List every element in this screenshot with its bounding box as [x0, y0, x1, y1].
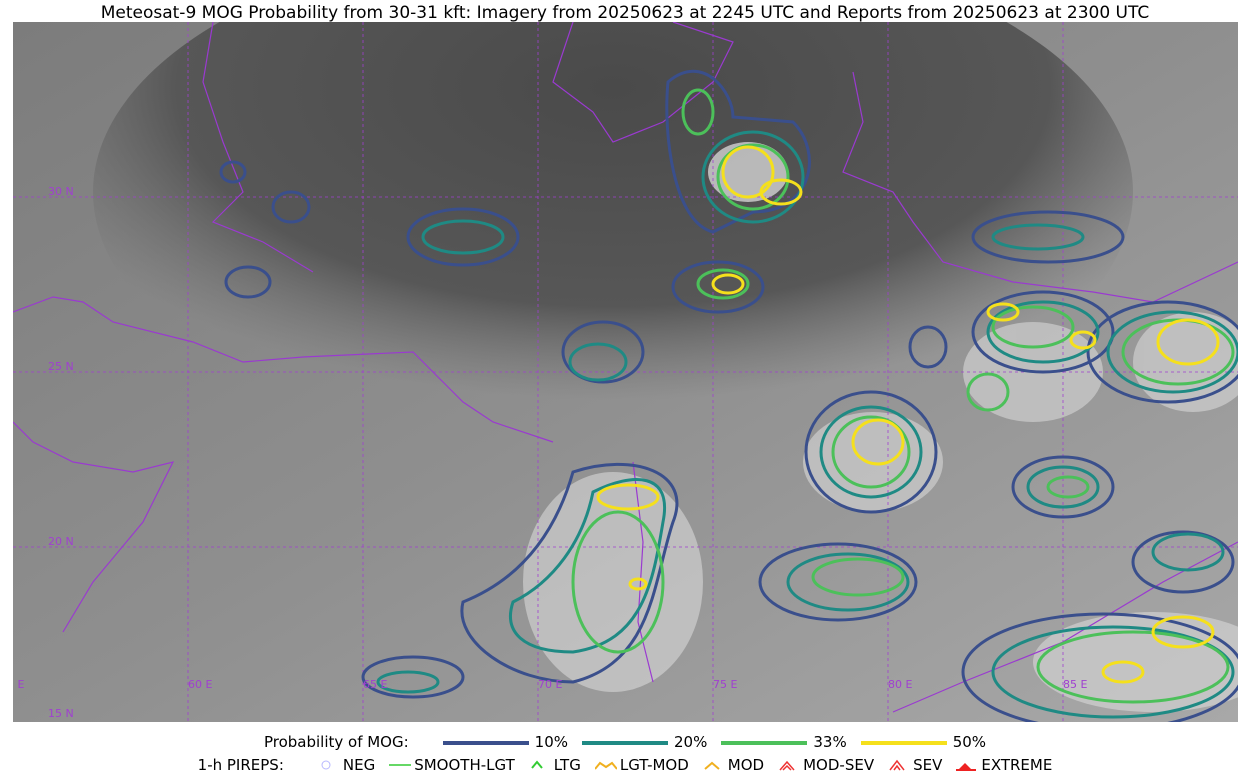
lon-label: 70 E	[538, 678, 562, 691]
lat-label: 20 N	[48, 535, 74, 548]
pirep-item: MOD	[703, 756, 764, 774]
probability-legend: Probability of MOG: 10% 20% 33% 50%	[0, 733, 1250, 751]
pireps-legend: 1-h PIREPS: NEG SMOOTH-LGT LTG LGT-MOD MOD MO…	[0, 756, 1250, 774]
lat-label: 15 N	[48, 707, 74, 720]
pirep-icon	[956, 763, 977, 771]
grid-labels: 55 E 60 E 65 E 70 E 75 E 80 E 85 E 30 N 25 N 20 N…	[13, 185, 1087, 720]
pireps-title: 1-h PIREPS:	[197, 756, 284, 774]
pirep-icon	[321, 760, 331, 770]
probability-item: 50%	[860, 733, 987, 751]
probability-item: 20%	[582, 733, 707, 751]
contours	[219, 69, 1238, 722]
lon-label: 80 E	[888, 678, 912, 691]
probability-label: 33%	[813, 733, 847, 751]
pirep-label: SMOOTH-LGT	[414, 756, 515, 774]
pirep-item: LGT-MOD	[594, 756, 689, 774]
pirep-icon	[389, 764, 412, 766]
swatch	[860, 740, 947, 745]
dark-region	[93, 22, 1133, 452]
pirep-icon	[779, 760, 795, 771]
title: Meteosat-9 MOG Probability from 30-31 kf…	[100, 3, 1150, 23]
probability-title: Probability of MOG:	[263, 733, 409, 751]
map: 55 E 60 E 65 E 70 E 75 E 80 E 85 E 30 N 25 N 20 N…	[13, 22, 1238, 722]
swatch	[721, 740, 808, 745]
probability-item: 33%	[721, 733, 847, 751]
probability-label: 20%	[674, 733, 708, 751]
probability-label: 10%	[534, 733, 569, 751]
lat-label: 25 N	[48, 360, 74, 373]
pirep-item: MOD-SEV	[778, 756, 874, 774]
pirep-label: MOD	[727, 756, 765, 774]
probability-label: 50%	[952, 733, 987, 751]
pirep-label: SEV	[913, 756, 943, 774]
pirep-icon	[594, 761, 617, 770]
graticule	[13, 22, 1238, 722]
swatch	[582, 740, 669, 745]
pirep-item: NEG	[318, 756, 375, 774]
pirep-item: LTG	[529, 756, 581, 774]
pirep-label: EXTREME	[981, 756, 1053, 774]
lon-label: 85 E	[1063, 678, 1087, 691]
lon-label: 60 E	[188, 678, 212, 691]
lon-label: 75 E	[713, 678, 737, 691]
lon-label: 55 E	[13, 678, 24, 691]
swatch	[442, 740, 529, 745]
pirep-icon	[704, 761, 720, 770]
pirep-item: SEV	[888, 756, 942, 774]
lon-label: 65 E	[363, 678, 387, 691]
pirep-label: LTG	[553, 756, 581, 774]
pirep-icon	[889, 759, 905, 771]
pirep-label: NEG	[342, 756, 376, 774]
pirep-label: LGT-MOD	[619, 756, 689, 774]
pirep-item: SMOOTH-LGT	[389, 756, 515, 774]
pirep-icon	[530, 760, 543, 769]
lat-label: 30 N	[48, 185, 74, 198]
pirep-item: EXTREME	[956, 756, 1052, 774]
pirep-label: MOD-SEV	[803, 756, 875, 774]
probability-item: 10%	[442, 733, 569, 751]
